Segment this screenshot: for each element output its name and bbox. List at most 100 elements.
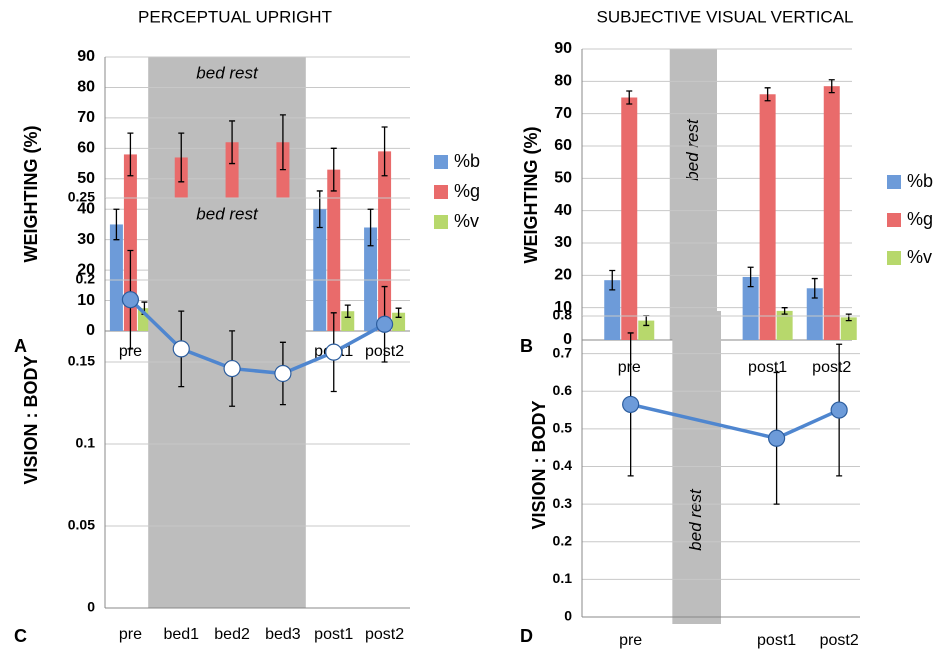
legend-label: %v [454, 211, 479, 231]
legend-swatch [434, 185, 448, 199]
y-tick-label: 0.1 [553, 570, 573, 586]
bed-rest-band [669, 49, 717, 340]
y-tick-label: 0.25 [68, 189, 95, 205]
x-tick-label: post1 [757, 632, 796, 649]
band-label: bed rest [196, 204, 259, 223]
y-tick-label: 90 [554, 40, 572, 57]
x-tick-label: bed3 [265, 626, 301, 643]
x-tick-label: pre [119, 343, 142, 360]
y-tick-label: 70 [77, 109, 95, 126]
bar [621, 97, 638, 340]
x-tick-label: post2 [812, 359, 851, 376]
y-tick-label: 40 [77, 200, 95, 217]
y-tick-label: 10 [77, 292, 95, 309]
line [630, 402, 840, 441]
y-tick-label: 0.1 [76, 435, 96, 451]
y-tick-label: 30 [77, 231, 95, 248]
y-tick-label: 0 [86, 322, 95, 339]
x-tick-label: bed2 [214, 626, 250, 643]
y-tick-label: 0.5 [553, 420, 573, 436]
legend-swatch [434, 215, 448, 229]
y-axis-label: WEIGHTING (%) [21, 126, 41, 263]
error-bar [344, 304, 351, 318]
panel-letter: A [14, 336, 27, 356]
y-tick-label: 60 [77, 140, 95, 157]
bar [840, 317, 857, 340]
error-bar [229, 120, 236, 165]
bar [364, 227, 378, 331]
marker [767, 429, 786, 447]
band-label: bed rest [683, 118, 702, 181]
bar [776, 310, 793, 340]
error-bar [367, 208, 374, 247]
bar [823, 86, 840, 340]
error-bar [811, 277, 818, 299]
bar [327, 169, 341, 331]
bar [806, 288, 823, 340]
marker [325, 343, 343, 361]
y-tick-label: 80 [77, 79, 95, 96]
panel-letter: C [14, 626, 27, 646]
x-tick-label: pre [619, 632, 642, 649]
panel-letter: B [520, 336, 533, 356]
error-bar [626, 90, 633, 105]
y-tick-label: 60 [554, 137, 572, 154]
y-tick-label: 0 [564, 608, 572, 624]
marker [274, 364, 292, 383]
marker [172, 340, 190, 358]
y-tick-label: 50 [77, 170, 95, 187]
y-tick-label: 0.15 [68, 353, 95, 369]
bar [604, 280, 621, 340]
marker [830, 401, 848, 419]
error-bar [781, 307, 788, 315]
y-tick-label: 20 [554, 267, 572, 284]
legend-swatch [887, 213, 901, 227]
error-bar [330, 147, 337, 192]
y-tick-label: 40 [554, 202, 572, 219]
error-bar [747, 266, 754, 288]
legend-label: %b [907, 171, 933, 191]
x-tick-label: pre [618, 359, 641, 376]
bar [137, 308, 151, 331]
y-tick-label: 0 [563, 331, 572, 348]
bar [638, 320, 655, 340]
y-tick-label: 10 [554, 299, 572, 316]
band-label: bed rest [196, 63, 259, 82]
marker [121, 291, 140, 309]
y-tick-label: 0.8 [553, 307, 573, 323]
error-bar [178, 132, 185, 183]
marker [375, 315, 394, 333]
legend-label: %g [907, 209, 933, 229]
legend-label: %v [907, 247, 932, 267]
panel-letter: D [520, 626, 533, 646]
bar [759, 94, 776, 341]
y-axis-label: VISION : BODY [529, 400, 549, 529]
x-tick-label: post2 [365, 626, 404, 643]
marker [223, 359, 241, 378]
legend-label: %b [454, 151, 480, 171]
x-tick-label: bed1 [163, 626, 199, 643]
error-bar [113, 208, 120, 241]
bar [742, 276, 759, 340]
marker [622, 395, 640, 414]
bar [313, 209, 327, 331]
legend-swatch [434, 155, 448, 169]
error-bar [828, 79, 835, 94]
error-bar [316, 190, 323, 229]
y-tick-label: 50 [554, 170, 572, 187]
y-tick-label: 0.05 [68, 517, 95, 533]
error-bar [127, 132, 134, 177]
y-tick-label: 0.2 [553, 532, 573, 548]
error-bar [609, 269, 616, 291]
y-tick-label: 20 [77, 261, 95, 278]
bar [341, 311, 355, 331]
error-bar [845, 313, 852, 322]
x-tick-label: pre [119, 626, 142, 643]
chart-title: PERCEPTUAL UPRIGHT [138, 7, 332, 26]
y-axis-label: WEIGHTING (%) [521, 127, 541, 264]
chart-title: SUBJECTIVE VISUAL VERTICAL [597, 7, 854, 26]
y-axis-label: VISION : BODY [21, 355, 41, 484]
y-tick-label: 90 [77, 48, 95, 65]
y-tick-label: 0 [87, 599, 95, 615]
